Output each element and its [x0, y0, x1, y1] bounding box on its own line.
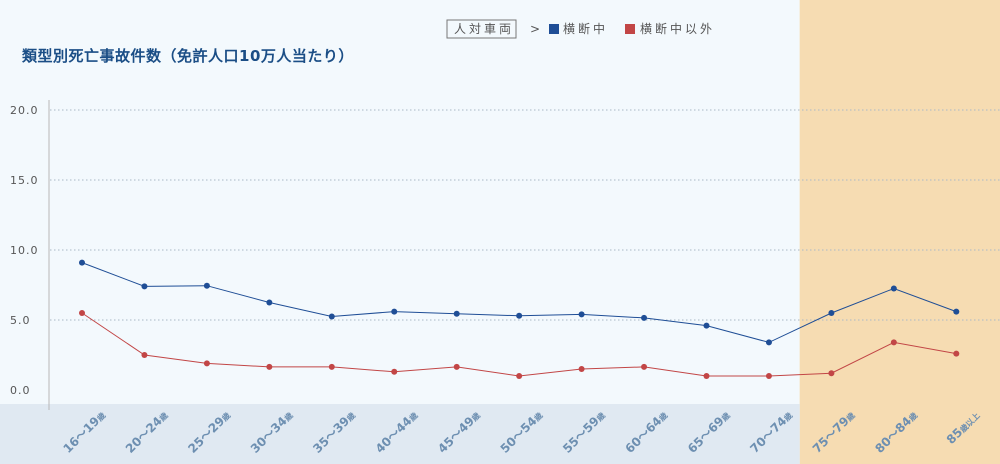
- data-point-横断中以外-85歳以上: [953, 350, 960, 357]
- data-point-横断中以外-45～49歳: [453, 363, 460, 370]
- legend-swatch-横断中: [549, 24, 559, 34]
- data-point-横断中以外-65～69歳: [703, 373, 710, 379]
- data-point-横断中-45～49歳: [453, 310, 460, 317]
- legend-label-横断中以外: 横断中以外: [640, 21, 715, 36]
- data-point-横断中-60～64歳: [641, 314, 648, 321]
- data-point-横断中以外-40～44歳: [391, 368, 398, 375]
- legend-category-box: [446, 19, 517, 39]
- data-point-横断中-40～44歳: [391, 308, 398, 315]
- data-point-横断中以外-70～74歳: [765, 373, 772, 379]
- y-tick-label-5.0: 5.0: [10, 314, 31, 327]
- data-point-横断中-35～39歳: [328, 313, 335, 320]
- legend: 人対車両 > 横断中 横断中以外: [446, 19, 715, 39]
- y-tick-label-15.0: 15.0: [10, 174, 39, 187]
- legend-category-label: 人対車両: [454, 22, 514, 36]
- y-tick-label-20.0: 20.0: [10, 104, 39, 117]
- data-point-横断中-70～74歳: [765, 339, 772, 346]
- data-point-横断中以外-20～24歳: [141, 352, 148, 358]
- data-point-横断中以外-55～59歳: [578, 366, 585, 372]
- x-axis-band: [0, 404, 800, 464]
- data-point-横断中以外-16～19歳: [79, 310, 85, 316]
- data-point-横断中-80～84歳: [890, 285, 897, 292]
- series-points: [79, 259, 960, 379]
- data-point-横断中以外-25～29歳: [203, 360, 210, 367]
- data-point-横断中-55～59歳: [578, 311, 585, 318]
- data-point-横断中-20～24歳: [141, 283, 148, 290]
- y-tick-labels: 0.0 5.0 10.0 15.0 20.0: [10, 104, 39, 397]
- data-point-横断中-85歳以上: [953, 308, 960, 315]
- data-point-横断中-30～34歳: [266, 299, 273, 306]
- data-point-横断中以外-80～84歳: [890, 339, 897, 346]
- data-point-横断中-50～54歳: [516, 312, 523, 319]
- data-point-横断中以外-35～39歳: [328, 363, 335, 370]
- legend-separator: >: [530, 22, 543, 36]
- data-point-横断中-75～79歳: [828, 310, 835, 316]
- chart-title: 類型別死亡事故件数（免許人口10万人当たり）: [21, 47, 354, 65]
- y-tick-label-10.0: 10.0: [10, 244, 39, 257]
- legend-label-横断中: 横断中: [563, 21, 608, 36]
- data-point-横断中以外-60～64歳: [641, 363, 648, 370]
- data-point-横断中以外-75～79歳: [828, 370, 835, 377]
- data-point-横断中-65～69歳: [703, 322, 710, 329]
- y-tick-label-0.0: 0.0: [10, 384, 31, 397]
- data-point-横断中以外-30～34歳: [266, 363, 273, 370]
- data-point-横断中以外-50～54歳: [516, 373, 523, 379]
- data-point-横断中-16～19歳: [79, 259, 85, 266]
- data-point-横断中-25～29歳: [203, 282, 210, 289]
- highlight-band: [799, 0, 1000, 464]
- legend-swatch-横断中以外: [625, 24, 635, 34]
